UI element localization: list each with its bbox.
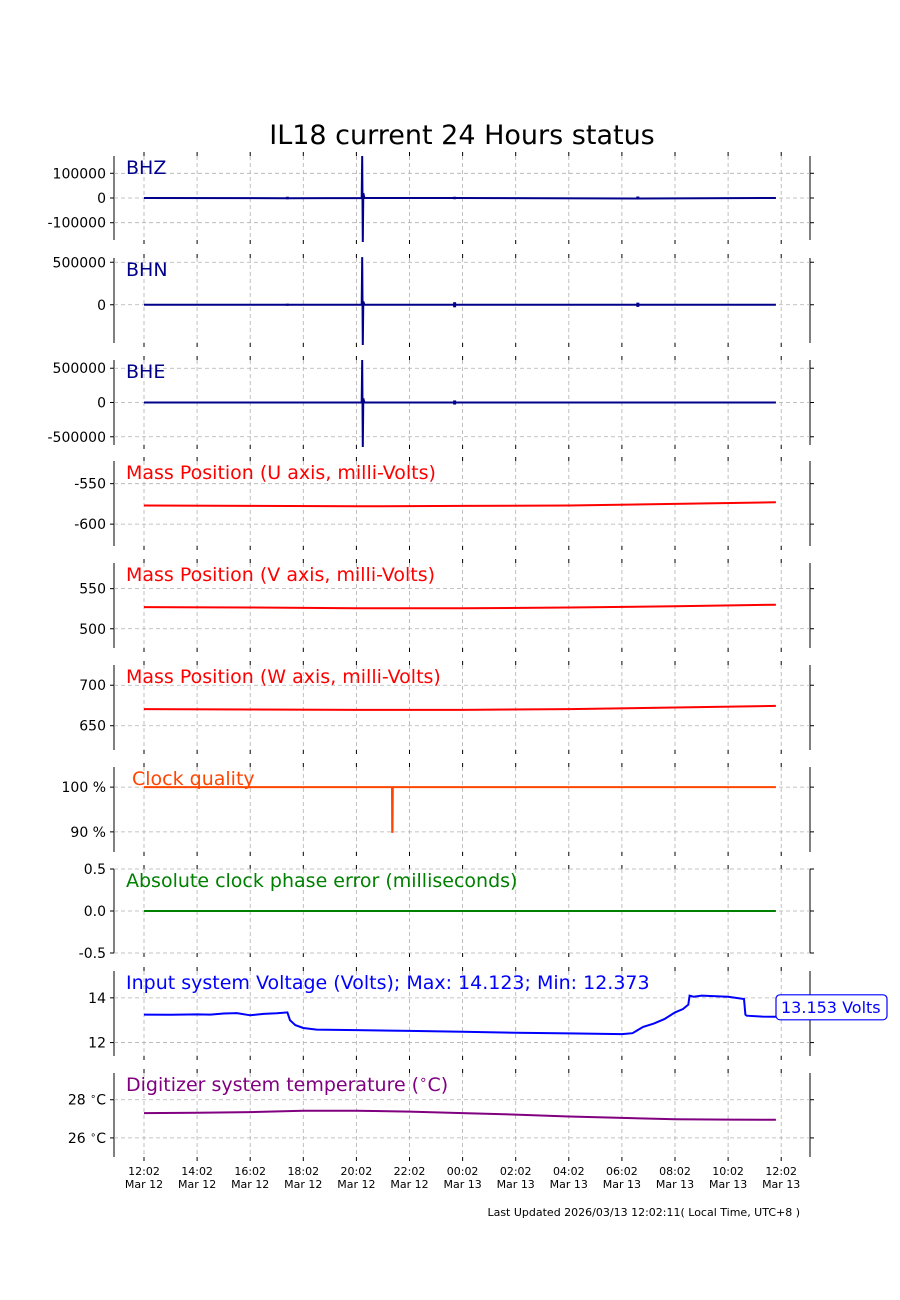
x-tick-label-date: Mar 13 <box>762 1178 800 1191</box>
panel-label: Mass Position (V axis, milli-Volts) <box>126 564 435 586</box>
panel-label: Mass Position (U axis, milli-Volts) <box>126 462 436 484</box>
y-tick-label: 650 <box>79 719 106 735</box>
x-tick-label-date: Mar 12 <box>337 1178 375 1191</box>
x-tick-label-date: Mar 13 <box>656 1178 694 1191</box>
y-tick-label: 0 <box>97 396 106 412</box>
y-tick-label: 100 % <box>62 780 106 796</box>
panel-7: 0.5 0.0 -0.5 Absolute clock phase error (mi… <box>79 862 814 962</box>
y-tick-label: 500 <box>79 622 106 638</box>
x-tick-label-date: Mar 12 <box>390 1178 428 1191</box>
x-tick-label-date: Mar 13 <box>603 1178 641 1191</box>
y-tick-label: 100000 <box>53 166 106 182</box>
x-tick-label-date: Mar 12 <box>231 1178 269 1191</box>
y-tick-label: 0 <box>97 191 106 207</box>
voltage-callout-box <box>775 994 888 1021</box>
series-line <box>143 1109 776 1121</box>
series-line <box>144 786 776 833</box>
y-tick-label: 700 <box>79 678 106 694</box>
x-tick-label-time: 10:02 <box>712 1165 744 1178</box>
panel-4: 550 500 Mass Position (V axis, milli-Volts… <box>79 559 814 652</box>
x-tick-label-time: 06:02 <box>606 1165 638 1178</box>
panel-6: 100 % 90 % Clock quality <box>62 763 814 856</box>
x-tick-label-time: 18:02 <box>287 1165 319 1178</box>
panel-2: 500000 0 -500000 BHE <box>48 356 814 449</box>
x-tick-label-date: Mar 13 <box>550 1178 588 1191</box>
y-tick-label: 500000 <box>53 361 106 377</box>
y-tick-label: 0 <box>97 298 106 314</box>
series-line <box>144 359 776 448</box>
y-tick-label: 26 ∘C <box>68 1129 106 1147</box>
panel-label: BHZ <box>126 157 166 179</box>
x-tick-label-date: Mar 13 <box>497 1178 535 1191</box>
x-tick-label-date: Mar 12 <box>125 1178 163 1191</box>
series-line <box>143 155 776 243</box>
x-tick-label-time: 12:02 <box>765 1165 797 1178</box>
voltage-callout-label: 13.153 Volts <box>781 998 881 1017</box>
y-tick-label: 14 <box>88 991 106 1007</box>
y-tick-label: -550 <box>74 477 106 493</box>
series-line <box>144 257 776 346</box>
panel-1: 500000 0 BHN <box>53 254 814 347</box>
x-tick-label-date: Mar 13 <box>709 1178 747 1191</box>
x-tick-label-time: 20:02 <box>341 1165 373 1178</box>
series-line <box>143 501 776 508</box>
x-tick-label-date: Mar 12 <box>178 1178 216 1191</box>
panel-label: Digitizer system temperature (∘C) <box>126 1073 448 1097</box>
y-tick-label: 90 % <box>70 825 106 841</box>
x-tick-label-time: 08:02 <box>659 1165 691 1178</box>
y-tick-label: -600 <box>74 517 106 533</box>
panel-5: 700 650 Mass Position (W axis, milli-Volts… <box>79 661 814 754</box>
y-tick-label: -100000 <box>48 216 107 232</box>
x-tick-label-time: 02:02 <box>500 1165 532 1178</box>
x-tick-label-time: 12:02 <box>128 1165 160 1178</box>
panel-label: Input system Voltage (Volts); Max: 14.12… <box>126 972 650 994</box>
x-tick-label-date: Mar 13 <box>443 1178 481 1191</box>
series-line <box>143 704 776 711</box>
panel-label: Absolute clock phase error (milliseconds… <box>126 870 517 892</box>
x-tick-label-time: 16:02 <box>234 1165 266 1178</box>
x-tick-label-time: 00:02 <box>447 1165 479 1178</box>
last-updated-text: Last Updated 2026/03/13 12:02:11( Local … <box>487 1206 800 1219</box>
y-tick-label: 0.5 <box>84 862 106 878</box>
x-tick-label-time: 04:02 <box>553 1165 585 1178</box>
panel-0: 100000 0 -100000 BHZ <box>48 152 814 244</box>
x-tick-label-date: Mar 12 <box>284 1178 322 1191</box>
page-title: IL18 current 24 Hours status <box>269 120 655 151</box>
y-tick-label: 0.0 <box>84 904 106 920</box>
panel-3: -550 -600 Mass Position (U axis, milli-Vol… <box>74 457 814 550</box>
y-tick-label: 550 <box>79 582 106 598</box>
x-tick-label-time: 14:02 <box>181 1165 213 1178</box>
y-tick-label: 500000 <box>53 255 106 271</box>
y-tick-label: 12 <box>88 1036 106 1052</box>
panel-label: BHN <box>126 259 168 281</box>
panel-label: Mass Position (W axis, milli-Volts) <box>126 666 441 688</box>
panel-8: 14 12 Input system Voltage (Volts); Max: 1… <box>88 967 814 1060</box>
panel-label: BHE <box>126 361 165 383</box>
y-tick-label: -500000 <box>48 430 107 446</box>
x-tick-label-time: 22:02 <box>394 1165 426 1178</box>
panel-9: 28 ∘C 26 ∘C Digitizer system temperature (… <box>68 1069 814 1161</box>
series-line <box>143 603 776 610</box>
series-line <box>143 994 776 1036</box>
y-tick-label: -0.5 <box>79 946 106 962</box>
y-tick-label: 28 ∘C <box>68 1091 106 1109</box>
panel-label: Clock quality <box>132 768 255 790</box>
